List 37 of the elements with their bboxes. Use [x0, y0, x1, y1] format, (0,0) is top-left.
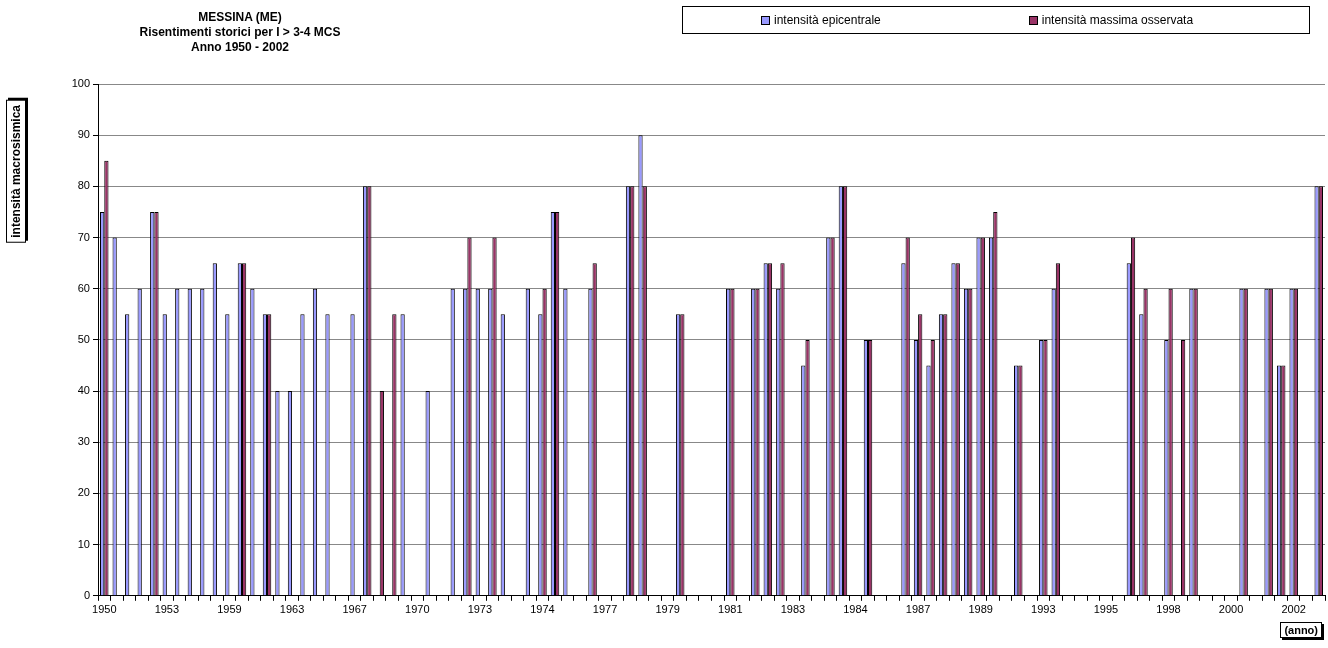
x-tick-label: 1950: [92, 603, 117, 616]
x-tick-label: 1970: [405, 603, 430, 616]
legend-label: intensità massima osservata: [1041, 13, 1194, 27]
x-tick-label: 2002: [1281, 603, 1306, 616]
x-tick-label: 1993: [1031, 603, 1056, 616]
x-axis-title: (anno): [1280, 622, 1322, 638]
chart-title: MESSINA (ME): [198, 10, 282, 24]
x-tick-label: 1998: [1156, 603, 1181, 616]
y-tick-label: 80: [77, 179, 90, 192]
y-tick-label: 30: [77, 435, 90, 448]
y-tick-label: 60: [77, 281, 90, 294]
x-tick-label: 1979: [655, 603, 680, 616]
y-tick-label: 90: [77, 128, 90, 141]
y-tick-label: 0: [83, 588, 90, 601]
x-tick-label: 1981: [718, 603, 743, 616]
x-tick-label: 1974: [530, 603, 555, 616]
x-tick-label: 1989: [968, 603, 993, 616]
y-tick-label: 100: [71, 77, 90, 90]
x-tick-label: 1963: [279, 603, 305, 616]
x-tick-label: 1987: [905, 603, 931, 616]
x-tick-label: 1973: [467, 603, 493, 616]
x-tick-label: 1967: [342, 603, 367, 616]
y-tick-label: 70: [77, 230, 90, 243]
x-tick-label: 1995: [1093, 603, 1119, 616]
x-tick-label: 1977: [592, 603, 618, 616]
y-tick-label: 50: [77, 332, 90, 345]
y-tick-label: 40: [77, 384, 90, 397]
legend-label: intensità epicentrale: [774, 13, 881, 27]
y-tick-label: 20: [77, 486, 90, 499]
chart-subtitle: Risentimenti storici per I > 3-4 MCS Anno 1950 - 2002: [139, 25, 341, 54]
y-axis-title: intensità macrosismica: [6, 100, 26, 243]
x-tick-label: 1953: [154, 603, 180, 616]
x-tick-label: 2000: [1218, 603, 1244, 616]
x-tick-label: 1959: [217, 603, 242, 616]
x-tick-label: 1983: [780, 603, 806, 616]
y-tick-label: 10: [77, 537, 90, 550]
x-tick-label: 1984: [843, 603, 868, 616]
